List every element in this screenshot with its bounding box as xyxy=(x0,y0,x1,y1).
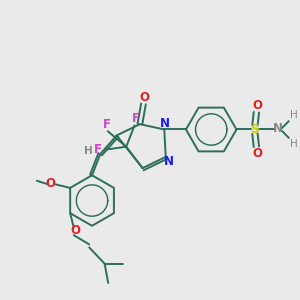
Text: N: N xyxy=(273,122,283,135)
Text: O: O xyxy=(140,91,150,104)
Text: N: N xyxy=(160,117,170,130)
Text: F: F xyxy=(94,143,102,156)
Text: H: H xyxy=(83,146,92,157)
Text: F: F xyxy=(103,118,111,131)
Text: O: O xyxy=(253,99,262,112)
Text: H: H xyxy=(290,110,297,120)
Text: N: N xyxy=(164,155,174,168)
Text: O: O xyxy=(70,224,80,238)
Text: S: S xyxy=(250,123,260,136)
Text: H: H xyxy=(290,139,297,149)
Text: O: O xyxy=(45,177,55,190)
Text: O: O xyxy=(253,147,262,160)
Text: F: F xyxy=(132,112,140,125)
